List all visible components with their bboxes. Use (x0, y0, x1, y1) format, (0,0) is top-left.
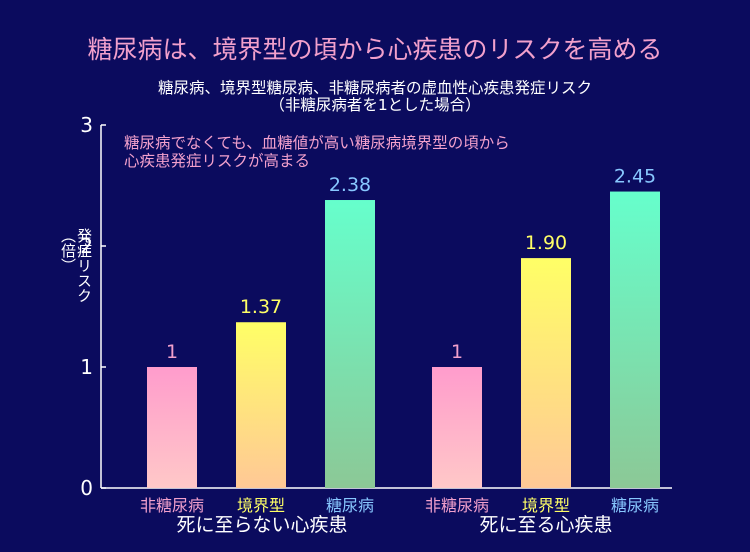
chart-subtitle: （非糖尿病者を1とした場合） (269, 96, 481, 114)
bar-value-label: 2.38 (329, 174, 371, 196)
y-tick-label: 3 (80, 113, 93, 137)
chart-title-block: 糖尿病、境界型糖尿病、非糖尿病者の虚血性心疾患発症リスク （非糖尿病者を1とした… (60, 80, 690, 114)
annotation-line-1: 糖尿病でなくても、血糖値が高い糖尿病境界型の頃から (124, 134, 510, 152)
bar (325, 200, 375, 488)
category-label: 境界型 (237, 496, 285, 515)
bar (521, 258, 571, 488)
bar-value-label: 1.90 (525, 232, 567, 254)
group-label-nonfatal: 死に至らない心疾患 (176, 514, 348, 536)
bar (236, 322, 286, 488)
chart-title: 糖尿病、境界型糖尿病、非糖尿病者の虚血性心疾患発症リスク (157, 79, 592, 97)
y-axis-label: 発症リスク （倍） (59, 228, 93, 303)
category-label: 糖尿病 (326, 496, 374, 515)
bar (432, 367, 482, 488)
bar-value-label: 1 (451, 341, 463, 363)
page-headline: 糖尿病は、境界型の頃から心疾患のリスクを高める (87, 35, 663, 64)
y-axis-label-main: 発症リスク (75, 228, 93, 303)
category-label: 非糖尿病 (425, 496, 489, 515)
bar (147, 367, 197, 488)
category-label: 非糖尿病 (140, 496, 204, 515)
chart-annotation: 糖尿病でなくても、血糖値が高い糖尿病境界型の頃から 心疾患発症リスクが高まる (124, 134, 644, 170)
bar-value-label: 2.45 (614, 166, 656, 188)
bar-value-label: 1 (166, 341, 178, 363)
category-label: 糖尿病 (611, 496, 659, 515)
bar-value-label: 1.37 (240, 296, 282, 318)
y-tick-label: 1 (80, 355, 93, 379)
y-tick-label: 2 (80, 234, 93, 258)
annotation-line-2: 心疾患発症リスクが高まる (124, 152, 311, 170)
category-label: 境界型 (522, 496, 570, 515)
group-label-fatal: 死に至る心疾患 (479, 514, 613, 536)
bar (610, 191, 660, 489)
y-tick-label: 0 (80, 476, 93, 500)
y-axis-label-unit: （倍） (59, 228, 77, 273)
